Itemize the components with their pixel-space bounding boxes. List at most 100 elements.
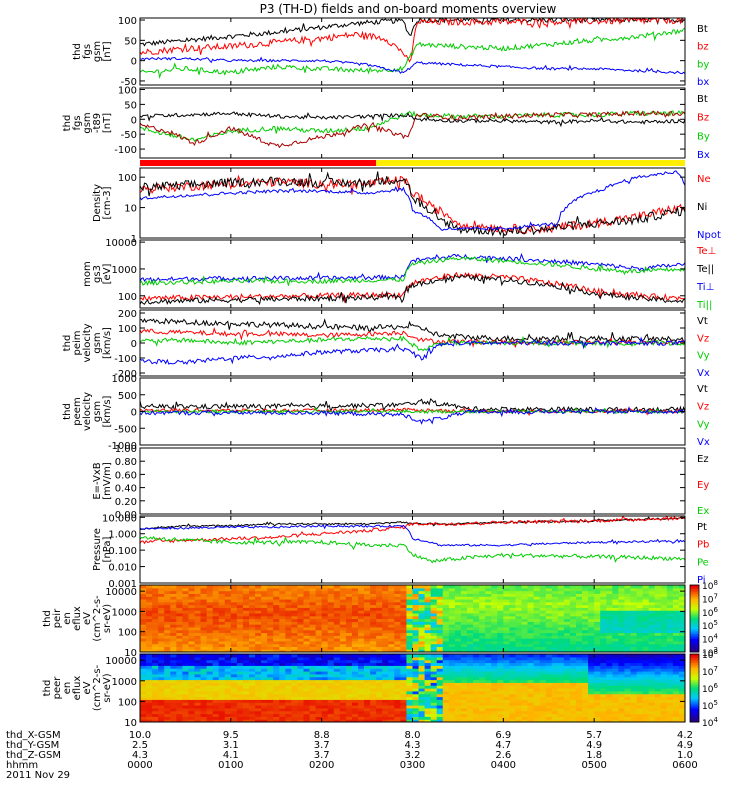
ephemeris-value: 0600 [672,760,697,771]
ephemeris-label: thd_X-GSM [6,730,61,741]
series-pressure-1 [140,516,685,545]
y-axis-label: fgs [82,44,93,59]
panel-frame [139,87,686,159]
series-temperature-0 [140,271,685,304]
panel-frame [139,515,686,584]
ephemeris-value: 3.7 [314,740,330,751]
series-peim_velocity-0 [140,317,685,346]
panel-fgs_t89: 100 50 0 -50 -100 thd fgs gsm -t89 [nT] Bt Bz By Bx [62,85,710,161]
y-tick-label: 200 [118,309,137,320]
ephemeris-value: 3.1 [223,740,239,751]
y-axis-label: [nPa] [102,536,113,562]
legend-label: Bt [697,24,708,35]
legend-label: Vy [697,419,710,430]
ephemeris-label: hhmm [6,760,38,771]
legend-label: Bt [697,94,708,105]
series-fgs_t89-1 [140,110,685,149]
legend-label: Vx [697,368,710,379]
spectrogram-peir_spec [140,585,685,652]
ephemeris-value: 4.7 [495,740,511,751]
panel-frame [139,447,686,515]
y-tick-label: -200 [114,369,137,380]
y-axis-label: thd [62,335,73,352]
colorbar-tick: 105 [702,699,718,712]
y-tick-label: -100 [114,145,137,156]
ephemeris-value: 10.0 [129,730,151,741]
ephemeris-value: 3.2 [405,750,421,761]
ephemeris-value: 0100 [218,760,243,771]
ephemeris-value: 2.6 [495,750,511,761]
y-axis-label: peir [52,608,63,628]
legend-label: Vz [697,402,709,413]
ephemeris-label: thd_Y-GSM [6,740,59,751]
series-fgs-2 [140,28,685,80]
ephemeris-value: 0300 [400,760,425,771]
legend-label: Bx [697,150,710,161]
legend-label: Ne [697,174,711,185]
legend-label: Pb [697,540,709,551]
colorbar-tick: 107 [702,592,718,605]
colorbar-tick: 108 [702,648,718,661]
mode-bar-segment-0 [140,160,377,166]
y-tick-label: 0.010 [108,563,137,574]
y-tick-label: 0.100 [108,546,137,557]
y-tick-label: 1000 [112,374,137,385]
series-density-1 [140,171,685,237]
series-peim_velocity-3 [140,336,685,365]
mode-bar [140,160,685,166]
y-tick-label: 10.000 [102,513,137,524]
y-axis-label: [nT] [102,113,113,133]
panel-frame [139,239,686,309]
y-tick-label: 100 [118,324,137,335]
y-axis-label: [km/s] [102,395,113,427]
y-tick-label: 10000 [105,587,137,598]
legend-label: Ex [697,506,709,517]
y-tick-label: 0.40 [115,484,137,495]
legend-label: Pe [697,557,709,568]
y-tick-label: 10 [124,204,137,215]
colorbar-tick: 106 [702,682,718,695]
series-pressure-3 [140,524,685,547]
y-tick-label: -100 [114,354,137,365]
legend-label: Pt [697,522,707,533]
y-axis-label: [nT] [102,41,113,61]
date-label: 2011 Nov 29 [6,770,70,781]
y-axis-label: [km/s] [102,327,113,359]
y-axis-label: thd [72,43,83,60]
ephemeris-value: 8.0 [405,730,421,741]
y-axis-label: thd [62,115,73,132]
y-axis-label: gsm [92,41,103,62]
series-temperature-3 [140,256,685,287]
series-peem_velocity-3 [140,406,685,425]
legend-label: Npot [697,230,721,241]
colorbar-tick: 106 [702,606,718,619]
y-axis-label: sr-eV) [102,673,113,702]
legend-label: Ti|| [696,300,712,311]
legend-label: Vt [697,384,708,395]
y-tick-label: 10000 [105,238,137,249]
ephemeris-value: 1.8 [586,750,602,761]
ephemeris-value: 1.0 [677,750,693,761]
y-tick-label: -1000 [108,441,137,452]
ephemeris-table: thd_X-GSM 10.0 9.5 8.8 8.0 6.9 5.7 4.2 thd_Y-GSM… [6,730,698,781]
y-tick-label: 1000 [112,677,137,688]
ephemeris-value: 9.5 [223,730,239,741]
legend-label: Te⊥ [696,246,716,257]
y-axis-label: thd [42,680,53,697]
panel-peim_velocity: 200 100 0 -100 -200 thd peim velocity gsm [km/s] V… [62,309,710,380]
ephemeris-value: 0400 [491,760,516,771]
y-tick-label: 10000 [105,656,137,667]
panel-peer_spec: 108 107 106 105 104 10000 1000 100 10 thd peer en ef… [42,648,718,729]
series-density-0 [140,174,685,235]
y-axis-label: gsm [92,401,103,422]
y-axis-label: thd [42,610,53,627]
colorbar-tick: 104 [702,716,718,729]
ephemeris-value: 4.3 [132,750,148,761]
series-fgs_t89-0 [140,110,685,143]
y-axis-label: eflux [72,606,83,631]
y-axis-label: thd [62,403,73,420]
y-tick-label: 50 [124,36,137,47]
ephemeris-value: 4.9 [586,740,602,751]
y-tick-label: 1.00 [115,444,137,455]
